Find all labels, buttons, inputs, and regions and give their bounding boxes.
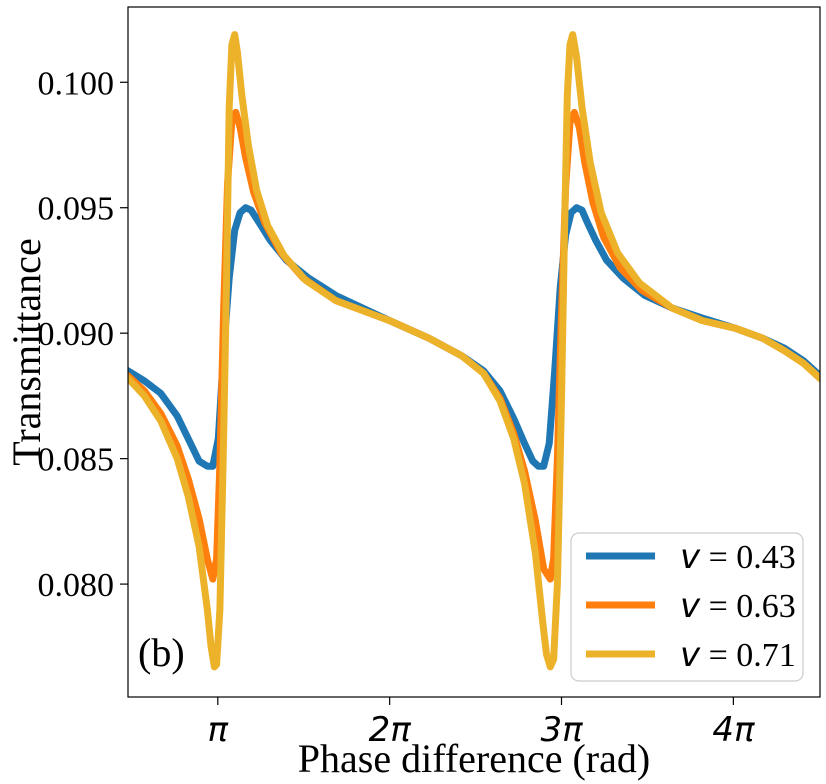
y-tick-label-1: 0.085: [38, 442, 115, 479]
legend-label-1: v = 0.63: [680, 586, 796, 626]
y-tick-label-4: 0.100: [38, 65, 115, 102]
y-axis-label: Transmittance: [4, 238, 49, 465]
x-axis-ticks: π 2π 3π 4π: [208, 697, 755, 750]
y-axis-ticks: 0.080 0.085 0.090 0.095 0.100: [38, 65, 128, 604]
legend-box: [570, 532, 804, 682]
legend-label-0: v = 0.43: [680, 537, 796, 577]
x-tick-label-2: 3π: [540, 710, 583, 750]
panel-label: (b): [138, 630, 185, 675]
legend: v = 0.43 v = 0.63 v = 0.71: [570, 532, 804, 682]
x-tick-label-0: π: [208, 710, 229, 750]
y-tick-label-2: 0.090: [38, 316, 115, 353]
x-tick-label-3: 4π: [712, 710, 755, 750]
legend-label-2: v = 0.71: [680, 635, 796, 675]
y-tick-label-3: 0.095: [38, 191, 115, 228]
series-layer: [128, 31, 820, 671]
plot-frame: [127, 6, 821, 698]
x-axis-label: Phase difference (rad): [298, 736, 650, 781]
series-line-2: [128, 31, 820, 671]
y-tick-label-0: 0.080: [38, 567, 115, 604]
x-tick-label-1: 2π: [369, 710, 412, 750]
